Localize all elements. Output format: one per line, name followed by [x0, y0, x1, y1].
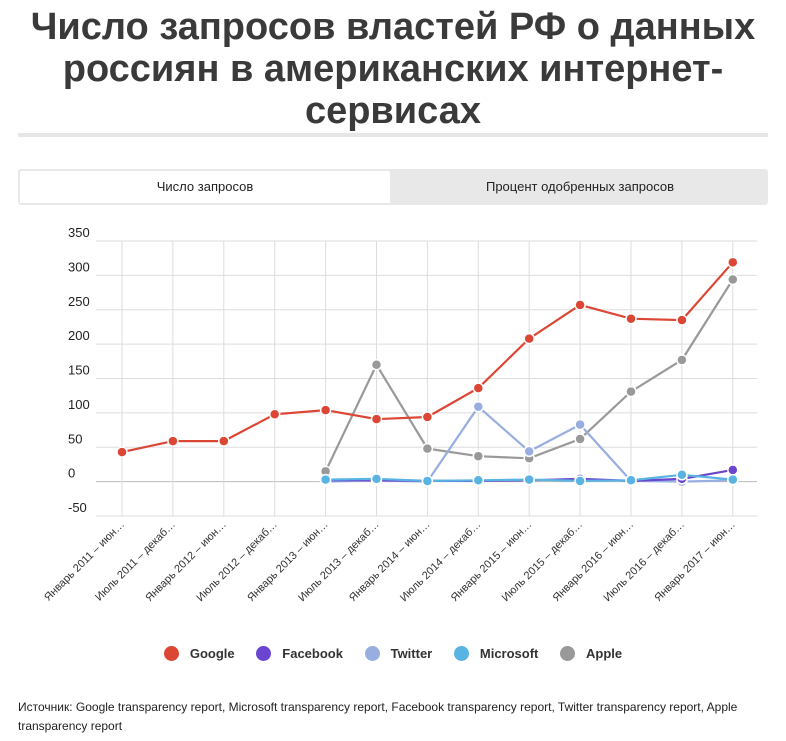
source-note: Источник: Google transparency report, Mi…: [18, 698, 768, 736]
tab-request-count[interactable]: Число запросов: [20, 171, 390, 203]
title-divider: [18, 133, 768, 137]
y-tick-label: 150: [68, 363, 90, 378]
data-point-apple: [372, 360, 382, 370]
data-point-google: [524, 334, 534, 344]
y-tick-label: 200: [68, 328, 90, 343]
y-tick-label: 300: [68, 259, 90, 274]
data-point-google: [321, 405, 331, 415]
data-point-google: [168, 436, 178, 446]
data-point-google: [473, 383, 483, 393]
y-tick-label: 0: [68, 466, 75, 481]
data-point-google: [575, 300, 585, 310]
data-point-google: [372, 414, 382, 424]
data-point-apple: [626, 387, 636, 397]
legend-item-apple[interactable]: Apple: [560, 646, 622, 661]
legend-label-twitter: Twitter: [391, 646, 433, 661]
tab-bar: Число запросов Процент одобренных запрос…: [18, 169, 768, 205]
chart-title: Число запросов властей РФ о данных росси…: [0, 6, 786, 132]
data-point-microsoft: [677, 470, 687, 480]
legend-dot-microsoft: [454, 646, 469, 661]
y-tick-label: 250: [68, 294, 90, 309]
legend-dot-facebook: [256, 646, 271, 661]
data-point-microsoft: [626, 475, 636, 485]
data-point-google: [677, 315, 687, 325]
legend-dot-google: [164, 646, 179, 661]
chart-legend: Google Facebook Twitter Microsoft Apple: [0, 646, 786, 664]
x-tick-label: Январь 2011 – июн…: [42, 519, 127, 604]
data-point-twitter: [524, 446, 534, 456]
legend-item-google[interactable]: Google: [164, 646, 235, 661]
data-point-microsoft: [728, 475, 738, 485]
legend-label-google: Google: [190, 646, 235, 661]
tab-approval-percent[interactable]: Процент одобренных запросов: [392, 169, 768, 203]
data-point-apple: [728, 275, 738, 285]
data-point-microsoft: [321, 475, 331, 485]
line-chart: -50 0 50 100 150 200 250 300 350 Январь 2011 – ию…: [0, 215, 786, 645]
data-point-microsoft: [422, 476, 432, 486]
y-tick-label: 350: [68, 225, 90, 240]
legend-item-twitter[interactable]: Twitter: [365, 646, 433, 661]
data-point-apple: [575, 434, 585, 444]
legend-item-facebook[interactable]: Facebook: [256, 646, 343, 661]
legend-label-facebook: Facebook: [282, 646, 343, 661]
data-point-microsoft: [524, 475, 534, 485]
y-tick-label: 50: [68, 431, 82, 446]
data-point-apple: [677, 355, 687, 365]
y-tick-label: 100: [68, 397, 90, 412]
legend-dot-apple: [560, 646, 575, 661]
data-point-twitter: [575, 420, 585, 430]
data-point-google: [270, 409, 280, 419]
data-point-microsoft: [473, 475, 483, 485]
data-point-microsoft: [575, 476, 585, 486]
data-point-facebook: [728, 465, 738, 475]
legend-item-microsoft[interactable]: Microsoft: [454, 646, 539, 661]
data-point-apple: [422, 444, 432, 454]
legend-label-microsoft: Microsoft: [480, 646, 539, 661]
data-point-google: [219, 436, 229, 446]
data-point-apple: [473, 451, 483, 461]
y-tick-label: -50: [68, 500, 87, 515]
data-point-google: [728, 257, 738, 267]
data-point-microsoft: [372, 474, 382, 484]
data-point-twitter: [473, 402, 483, 412]
legend-label-apple: Apple: [586, 646, 622, 661]
data-point-google: [626, 314, 636, 324]
data-point-google: [422, 412, 432, 422]
data-point-google: [117, 447, 127, 457]
legend-dot-twitter: [365, 646, 380, 661]
